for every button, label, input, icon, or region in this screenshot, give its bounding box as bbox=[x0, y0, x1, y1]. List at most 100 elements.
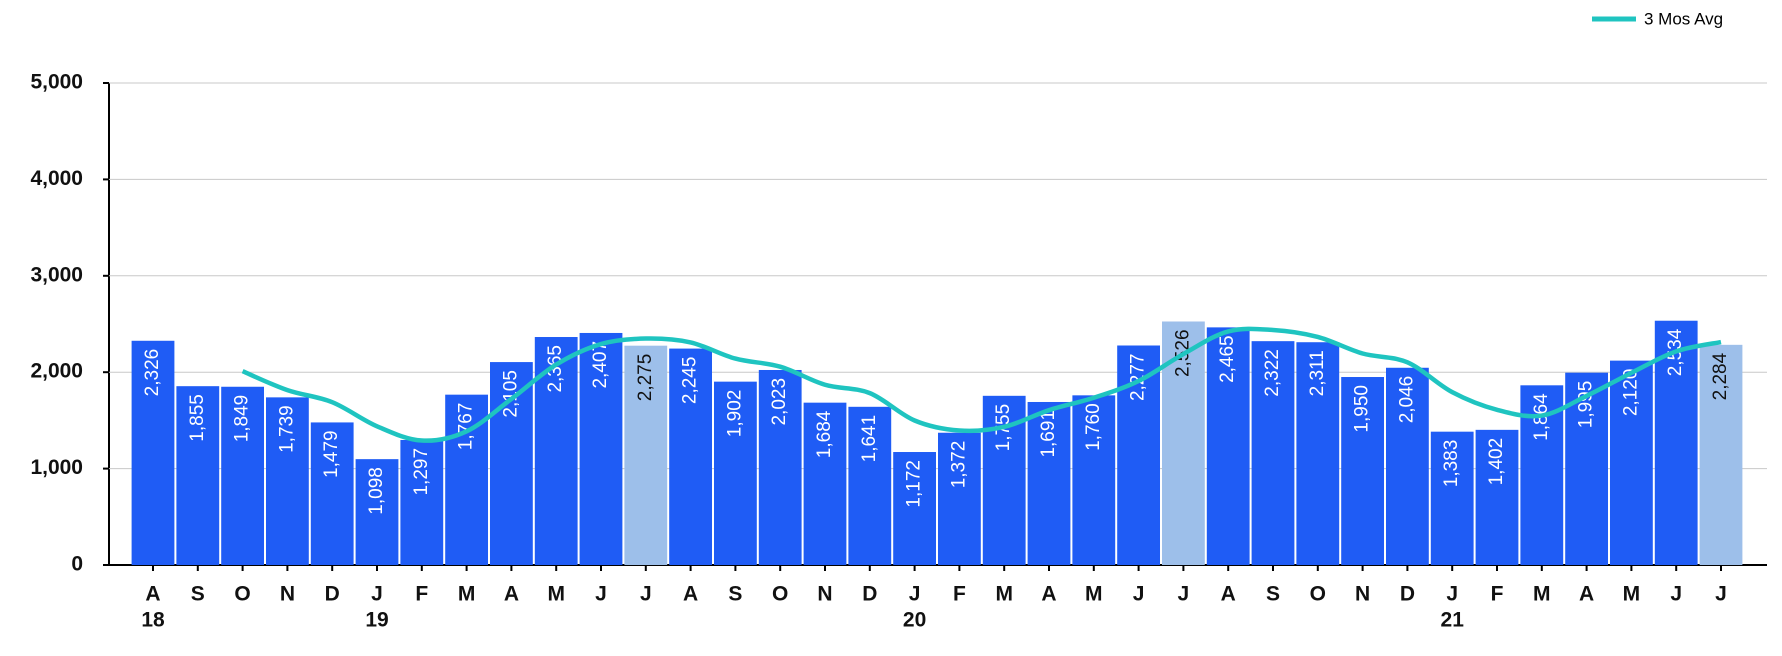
x-tick-label: S bbox=[728, 583, 742, 606]
bar bbox=[848, 406, 892, 565]
value-label: 1,739 bbox=[276, 405, 297, 453]
x-tick-label: J bbox=[1446, 583, 1458, 606]
y-tick-label: 0 bbox=[71, 553, 83, 576]
y-tick-label: 1,000 bbox=[30, 456, 83, 479]
value-label: 1,297 bbox=[411, 448, 432, 496]
value-label: 2,365 bbox=[545, 345, 566, 393]
x-tick-label: M bbox=[1085, 583, 1103, 606]
value-label: 1,372 bbox=[948, 441, 969, 489]
value-label: 2,284 bbox=[1710, 352, 1731, 400]
bar bbox=[1699, 344, 1743, 565]
bar bbox=[1341, 377, 1384, 565]
legend-label: 3 Mos Avg bbox=[1644, 9, 1723, 28]
x-tick-label: J bbox=[1715, 583, 1727, 606]
value-label: 1,855 bbox=[187, 394, 208, 442]
x-tick-label: J bbox=[909, 583, 921, 606]
x-tick-label: J bbox=[1178, 583, 1190, 606]
x-tick-label: F bbox=[1491, 583, 1504, 606]
value-label: 2,326 bbox=[142, 349, 163, 397]
value-label: 1,767 bbox=[456, 403, 477, 451]
bar bbox=[176, 386, 220, 565]
bar bbox=[1027, 401, 1071, 565]
x-tick-label: F bbox=[953, 583, 966, 606]
bar bbox=[1430, 431, 1474, 565]
bar bbox=[355, 459, 399, 565]
bar bbox=[1654, 320, 1698, 565]
value-label: 1,383 bbox=[1441, 440, 1462, 488]
value-label: 2,245 bbox=[680, 357, 701, 405]
bar bbox=[1206, 327, 1250, 565]
bar bbox=[310, 422, 354, 565]
x-tick-label: J bbox=[640, 583, 652, 606]
value-label: 2,023 bbox=[769, 378, 790, 426]
x-tick-label: J bbox=[1670, 583, 1682, 606]
y-tick-label: 3,000 bbox=[30, 263, 83, 286]
avg-line bbox=[241, 326, 1722, 443]
x-tick-label: S bbox=[191, 583, 205, 606]
bar bbox=[1251, 341, 1295, 565]
value-label: 1,098 bbox=[366, 467, 387, 515]
x-tick-label: J bbox=[371, 583, 383, 606]
bar bbox=[714, 381, 757, 565]
year-label: 21 bbox=[1441, 609, 1465, 632]
value-label: 1,902 bbox=[724, 390, 745, 438]
bar bbox=[1296, 342, 1340, 565]
x-tick-label: D bbox=[862, 583, 877, 606]
bar bbox=[1610, 360, 1653, 565]
value-label: 1,950 bbox=[1352, 385, 1373, 433]
value-label: 1,641 bbox=[859, 415, 880, 463]
x-tick-label: M bbox=[1623, 583, 1641, 606]
x-tick-label: D bbox=[325, 583, 340, 606]
x-tick-label: O bbox=[1310, 583, 1326, 606]
x-tick-label: A bbox=[1221, 583, 1236, 606]
value-label: 1,172 bbox=[904, 460, 925, 508]
x-tick-label: J bbox=[1133, 583, 1145, 606]
year-label: 19 bbox=[365, 609, 388, 632]
year-label: 18 bbox=[141, 609, 165, 632]
x-tick-label: N bbox=[280, 583, 295, 606]
bar bbox=[266, 397, 309, 565]
value-label: 1,479 bbox=[321, 430, 342, 478]
x-tick-label: M bbox=[547, 583, 565, 606]
value-label: 1,760 bbox=[1083, 403, 1104, 451]
bar bbox=[1072, 395, 1116, 565]
bar bbox=[669, 348, 712, 565]
x-tick-label: S bbox=[1266, 583, 1280, 606]
value-label: 1,684 bbox=[814, 410, 835, 458]
x-tick-label: J bbox=[595, 583, 607, 606]
bar bbox=[131, 340, 175, 565]
x-tick-label: D bbox=[1400, 583, 1415, 606]
x-tick-label: M bbox=[458, 583, 476, 606]
x-tick-label: A bbox=[504, 583, 519, 606]
x-tick-label: M bbox=[1533, 583, 1551, 606]
y-tick-label: 4,000 bbox=[30, 167, 83, 190]
value-label: 1,402 bbox=[1486, 438, 1507, 486]
value-label: 2,407 bbox=[590, 341, 611, 389]
x-tick-label: N bbox=[1355, 583, 1370, 606]
x-tick-label: A bbox=[683, 583, 698, 606]
bar bbox=[1475, 429, 1519, 565]
value-label: 2,120 bbox=[1620, 369, 1641, 417]
bar bbox=[490, 362, 533, 565]
x-tick-label: N bbox=[817, 583, 832, 606]
bar bbox=[938, 432, 981, 565]
x-tick-label: A bbox=[1579, 583, 1594, 606]
value-label: 2,277 bbox=[1128, 353, 1149, 401]
bar bbox=[624, 345, 668, 565]
x-tick-label: A bbox=[145, 583, 160, 606]
value-label: 2,465 bbox=[1217, 335, 1238, 383]
x-tick-label: M bbox=[995, 583, 1013, 606]
x-tick-label: F bbox=[415, 583, 428, 606]
bar bbox=[579, 332, 623, 565]
bar bbox=[1386, 367, 1429, 565]
y-tick-label: 2,000 bbox=[30, 360, 83, 383]
value-label: 2,275 bbox=[635, 354, 656, 402]
x-tick-label: O bbox=[772, 583, 788, 606]
bar bbox=[221, 386, 264, 565]
x-tick-label: A bbox=[1041, 583, 1056, 606]
bar bbox=[803, 402, 847, 565]
x-tick-label: O bbox=[234, 583, 250, 606]
value-label: 2,311 bbox=[1307, 350, 1328, 396]
value-label: 2,322 bbox=[1262, 349, 1283, 397]
